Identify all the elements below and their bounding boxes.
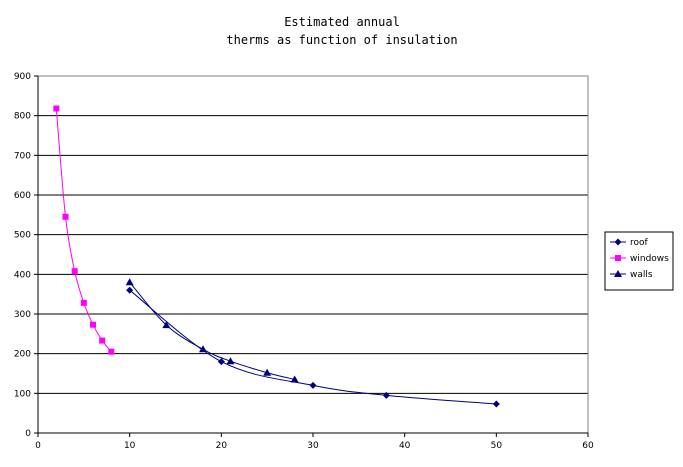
data-point-roof <box>309 381 317 389</box>
legend-marker <box>615 255 621 261</box>
x-tick-label: 60 <box>582 441 594 451</box>
x-tick-label: 40 <box>399 441 411 451</box>
data-point-walls <box>226 357 235 365</box>
legend-label: windows <box>630 254 669 264</box>
x-tick-label: 30 <box>307 441 319 451</box>
y-tick-label: 600 <box>14 191 31 201</box>
series-walls <box>125 278 299 383</box>
legend: roof windows walls <box>604 231 674 291</box>
y-tick-label: 0 <box>25 429 31 439</box>
y-tick-label: 800 <box>14 112 31 122</box>
chart-title: Estimated annual therms as function of i… <box>226 15 457 47</box>
data-point-windows <box>71 268 78 275</box>
data-point-walls <box>199 345 207 353</box>
legend-marker <box>614 270 622 277</box>
data-point-walls <box>162 321 171 329</box>
chart-title-line-1: Estimated annual <box>284 15 400 29</box>
y-tick-label: 900 <box>14 72 31 82</box>
data-point-walls <box>125 278 134 286</box>
axes: 0 100 200 300 400 500 600 700 800 900 0 10 20 30 40 50 6… <box>14 72 594 451</box>
chart-title-line-2: therms as function of insulation <box>226 33 457 47</box>
legend-entry-windows: windows <box>610 254 669 264</box>
data-point-windows <box>80 299 87 306</box>
legend-label: roof <box>630 238 649 248</box>
data-point-roof <box>126 286 134 294</box>
data-point-roof <box>217 358 225 366</box>
series-roof <box>126 286 500 408</box>
series-layer <box>53 105 500 408</box>
series-line-walls <box>129 281 295 380</box>
series-line-windows <box>55 108 112 352</box>
y-tick-label: 200 <box>14 350 31 360</box>
data-point-roof <box>492 400 500 408</box>
data-point-windows <box>62 213 69 220</box>
x-tick-label: 20 <box>216 441 228 451</box>
legend-entry-walls: walls <box>610 270 653 280</box>
x-tick-label: 50 <box>491 441 503 451</box>
data-point-walls <box>290 375 299 383</box>
legend-marker <box>614 238 622 246</box>
x-tick-label: 10 <box>124 441 136 451</box>
series-windows <box>53 105 115 355</box>
data-point-walls <box>263 368 272 376</box>
legend-label: walls <box>630 270 653 280</box>
data-point-windows <box>108 348 115 355</box>
y-tick-label: 300 <box>14 310 31 320</box>
data-point-windows <box>99 337 106 344</box>
data-point-roof <box>382 391 390 399</box>
y-tick-label: 400 <box>14 270 31 280</box>
gridlines <box>38 115 588 394</box>
data-point-windows <box>53 105 60 112</box>
y-tick-label: 500 <box>14 231 31 241</box>
y-tick-label: 700 <box>14 151 31 161</box>
plot-area <box>37 75 589 434</box>
data-point-windows <box>90 321 96 328</box>
y-tick-label: 100 <box>14 389 31 399</box>
x-tick-label: 0 <box>35 441 41 451</box>
legend-entry-roof: roof <box>610 238 649 248</box>
